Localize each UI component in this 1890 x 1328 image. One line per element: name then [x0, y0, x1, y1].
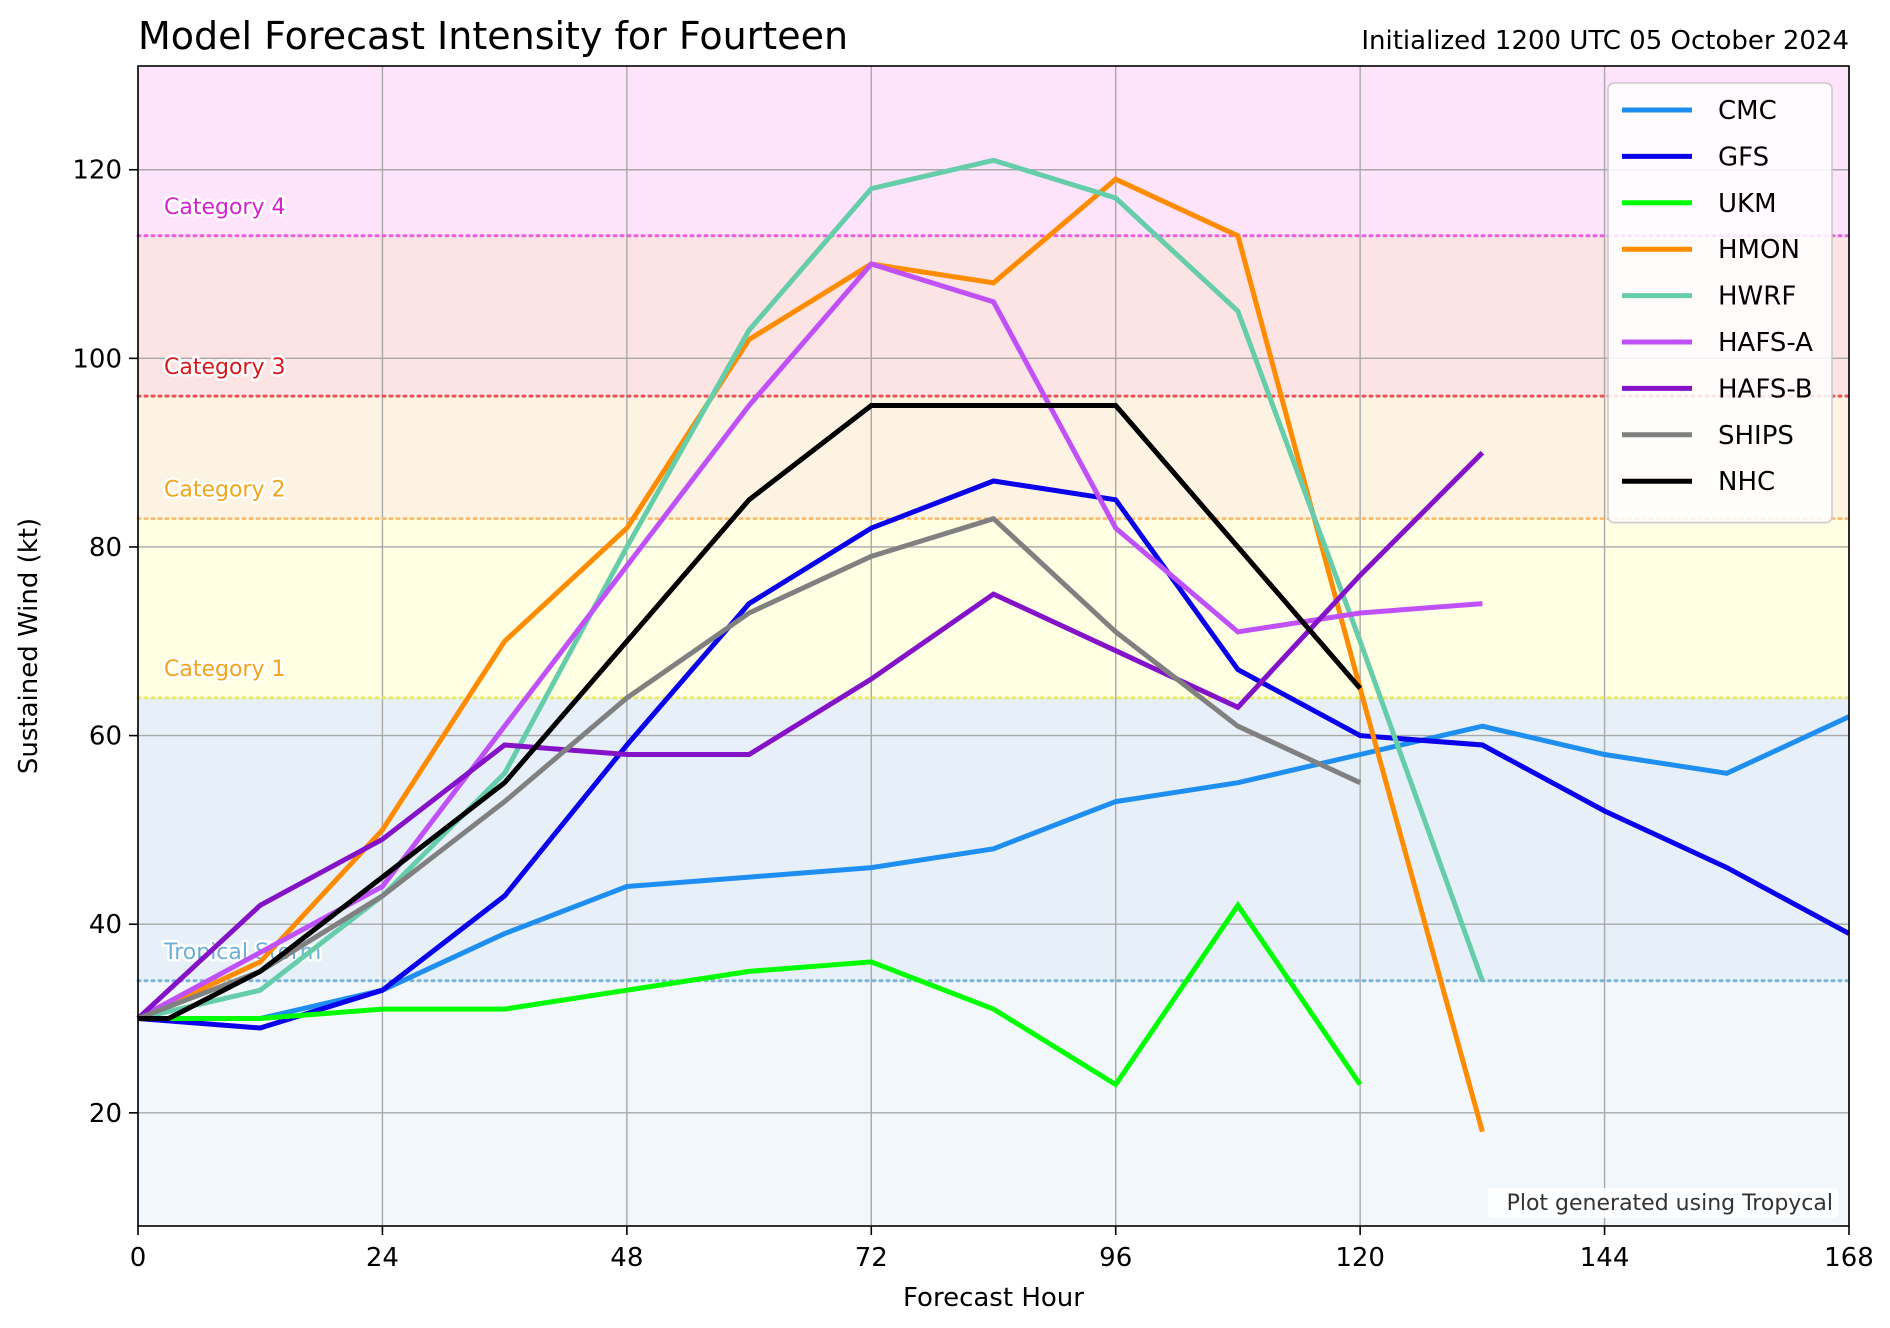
series-line-hafs-b — [136, 450, 1485, 1021]
series-line-nhc — [138, 403, 1362, 1021]
legend-label-cmc: CMC — [1718, 96, 1777, 126]
band-ts-range-1 — [138, 697, 1849, 981]
y-axis-ticks: 20 40 60 80 100 120 — [72, 156, 138, 1129]
x-tick-label-144: 144 — [1580, 1243, 1630, 1273]
plot-frame — [137, 65, 1850, 1227]
band-category-3 — [138, 235, 1849, 397]
x-axis-ticks: 0 24 48 72 96 120 144 168 — [130, 1226, 1874, 1273]
x-tick-label-72: 72 — [855, 1243, 888, 1273]
category-label-category-4: Category 4 — [164, 195, 285, 220]
legend-box — [1607, 82, 1833, 524]
chart-title: Model Forecast Intensity for Fourteen — [138, 14, 848, 58]
y-tick-label-120: 120 — [72, 156, 122, 186]
series-lines — [136, 157, 1851, 1133]
x-tick-label-168: 168 — [1824, 1243, 1874, 1273]
series-line-hwrf — [137, 157, 1485, 1021]
x-tick-label-48: 48 — [610, 1243, 643, 1273]
credit-box: Plot generated using Tropycal — [1488, 1188, 1838, 1218]
category-label-category-1: Category 1 — [164, 657, 285, 682]
y-tick-label-80: 80 — [89, 533, 122, 563]
series-line-ships — [137, 515, 1362, 1021]
y-tick-label-60: 60 — [89, 722, 122, 752]
series-line-cmc — [138, 714, 1851, 1021]
legend: CMC GFS UKM HMON HWRF HAFS-A HAFS-B SHIPS NHC — [1607, 82, 1833, 524]
category-label-category-3: Category 3 — [164, 355, 285, 380]
band-category-1 — [138, 518, 1849, 698]
legend-label-hafs-b: HAFS-B — [1718, 374, 1813, 404]
legend-label-ships: SHIPS — [1718, 421, 1794, 451]
legend-label-hwrf: HWRF — [1718, 282, 1796, 312]
x-tick-label-24: 24 — [366, 1243, 399, 1273]
y-tick-label-20: 20 — [89, 1099, 122, 1129]
credit-text: Plot generated using Tropycal — [1507, 1191, 1833, 1216]
chart-subtitle: Initialized 1200 UTC 05 October 2024 — [1361, 26, 1849, 56]
x-axis-label: Forecast Hour — [903, 1283, 1084, 1313]
legend-label-ukm: UKM — [1718, 189, 1777, 219]
legend-label-gfs: GFS — [1718, 142, 1769, 172]
category-bands — [138, 66, 1849, 1226]
legend-label-nhc: NHC — [1718, 467, 1775, 497]
band-category-2 — [138, 396, 1849, 519]
x-tick-label-120: 120 — [1335, 1243, 1385, 1273]
series-line-hafs-a — [136, 261, 1483, 1021]
y-tick-label-40: 40 — [89, 910, 122, 940]
legend-label-hafs-a: HAFS-A — [1718, 328, 1813, 358]
series-line-ukm — [138, 900, 1363, 1088]
legend-label-hmon: HMON — [1718, 235, 1800, 265]
band-category-4 — [138, 66, 1849, 236]
y-tick-label-100: 100 — [72, 344, 122, 374]
x-tick-label-96: 96 — [1099, 1243, 1132, 1273]
y-axis-label: Sustained Wind (kt) — [14, 518, 44, 774]
band-tropical-storm — [138, 980, 1849, 1226]
category-label-category-2: Category 2 — [164, 478, 285, 503]
series-line-gfs — [137, 478, 1851, 1031]
x-tick-label-0: 0 — [130, 1243, 147, 1273]
